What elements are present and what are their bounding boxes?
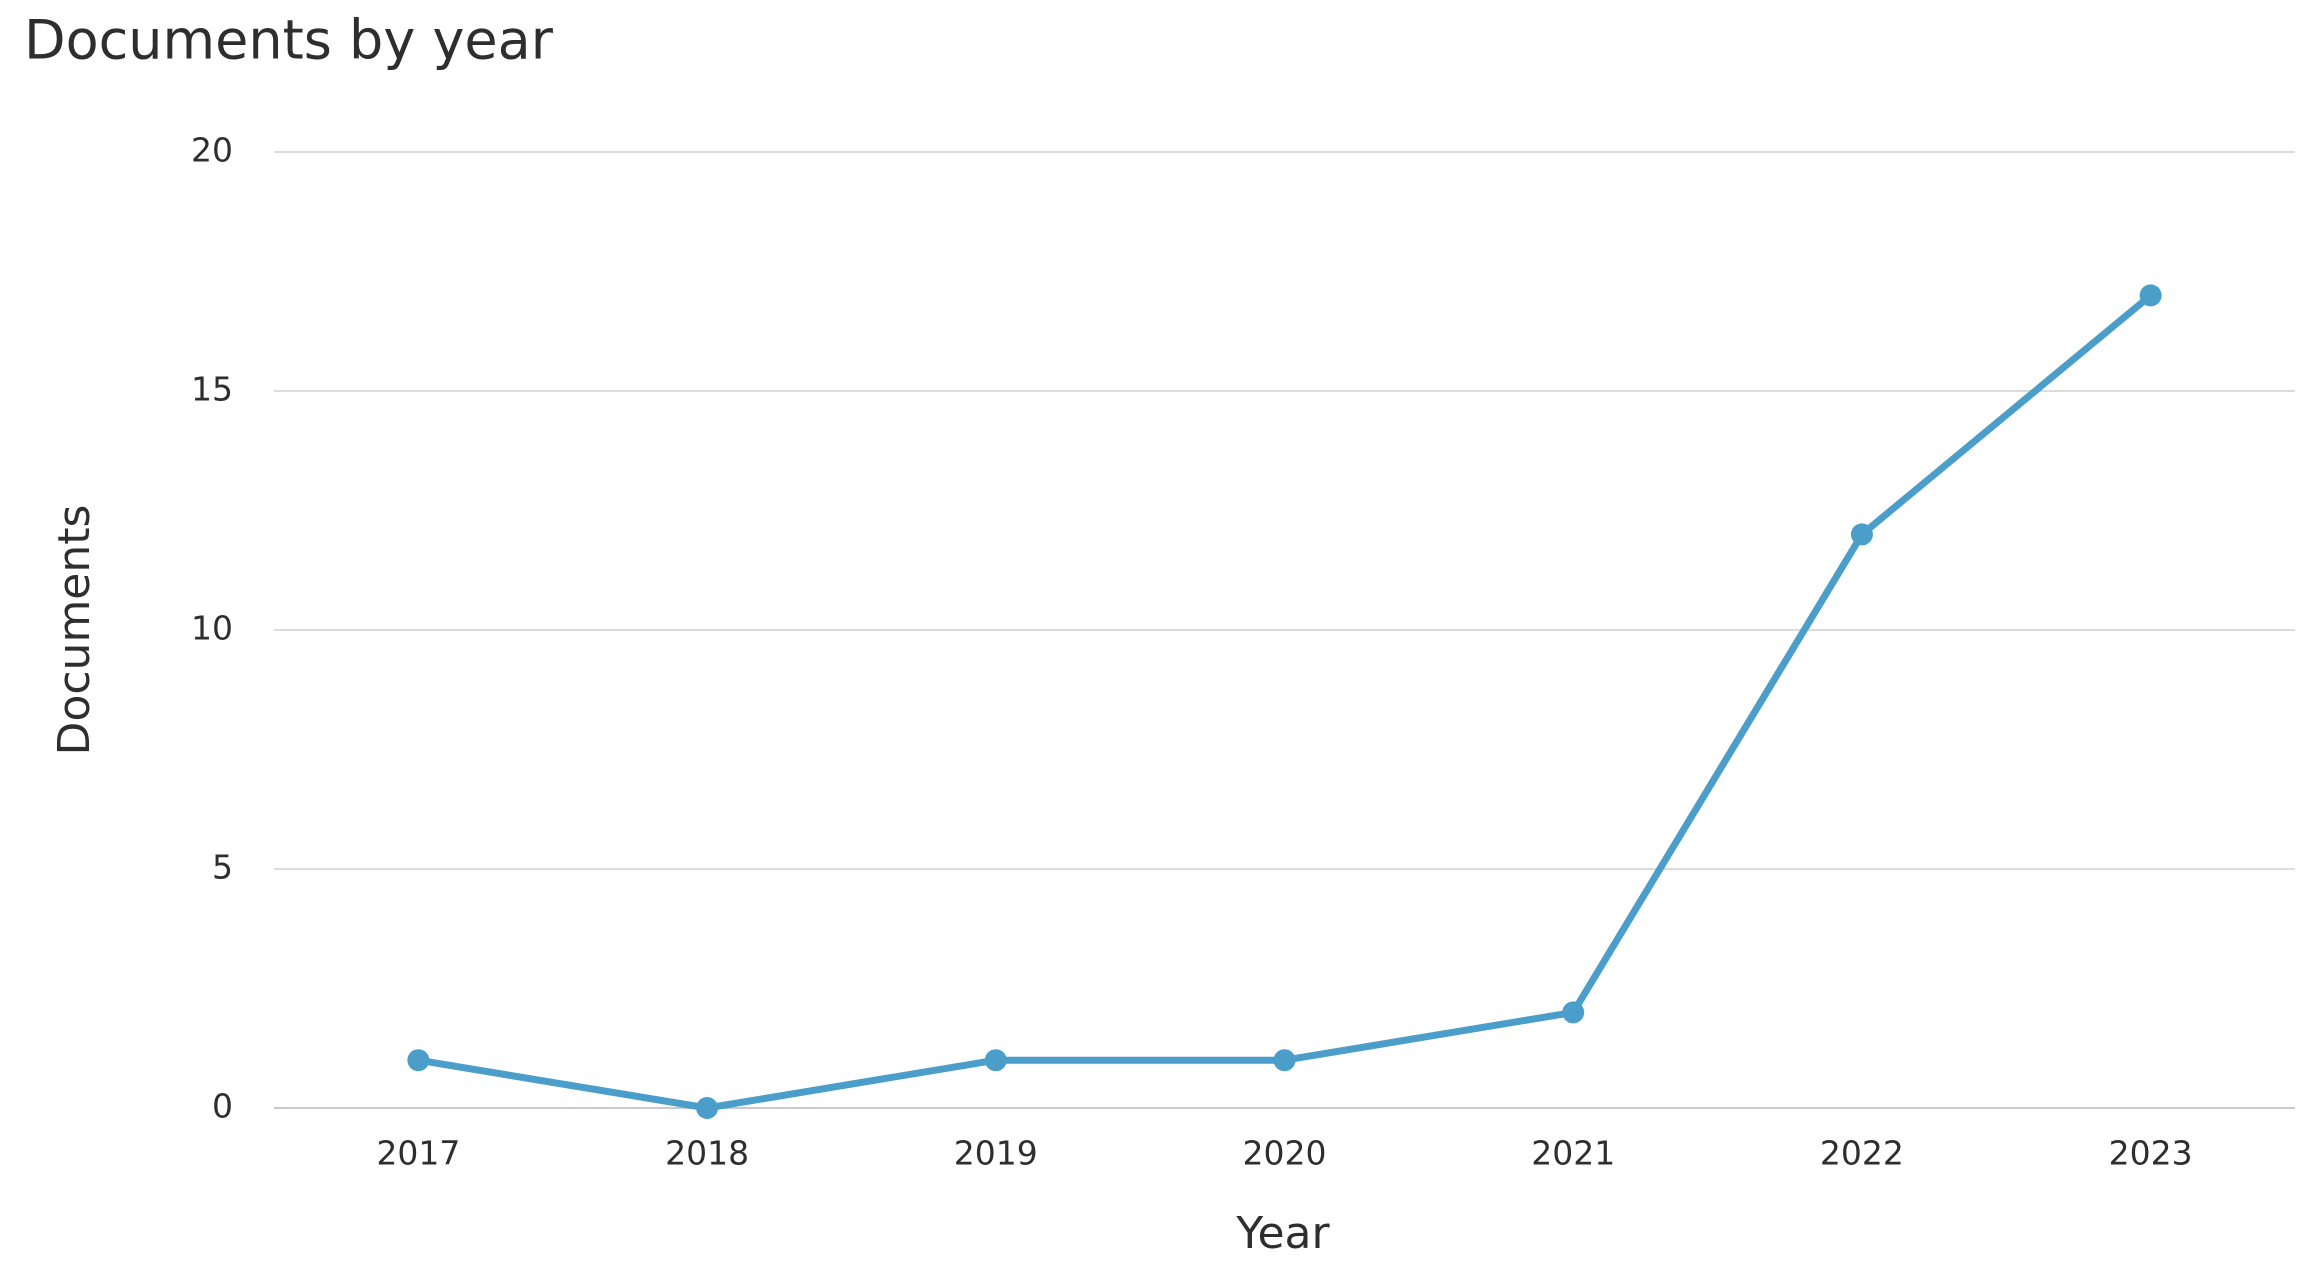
y-tick-label: 20 <box>191 131 233 170</box>
data-point <box>984 1049 1007 1072</box>
x-tick-label: 2019 <box>954 1134 1038 1173</box>
data-point <box>1273 1049 1296 1072</box>
x-tick-label: 2017 <box>376 1134 460 1173</box>
x-tick-label: 2022 <box>1820 1134 1904 1173</box>
data-point <box>2139 284 2162 307</box>
chart-title: Documents by year <box>24 9 554 72</box>
y-tick-label: 15 <box>191 370 233 409</box>
y-axis-title: Documents <box>49 505 100 756</box>
x-axis-title: Year <box>1235 1208 1330 1259</box>
data-line <box>417 292 2153 1112</box>
data-point <box>1562 1001 1585 1024</box>
y-tick-label: 5 <box>212 848 233 887</box>
y-tick-label: 10 <box>191 609 233 648</box>
x-tick-label: 2021 <box>1531 1134 1615 1173</box>
y-tick-label: 0 <box>212 1087 233 1126</box>
data-point <box>696 1097 719 1119</box>
x-tick-label: 2018 <box>665 1134 749 1173</box>
data-point <box>407 1049 430 1072</box>
x-tick-label: 2023 <box>2109 1134 2193 1173</box>
x-tick-label: 2020 <box>1243 1134 1327 1173</box>
data-point <box>1850 523 1873 546</box>
